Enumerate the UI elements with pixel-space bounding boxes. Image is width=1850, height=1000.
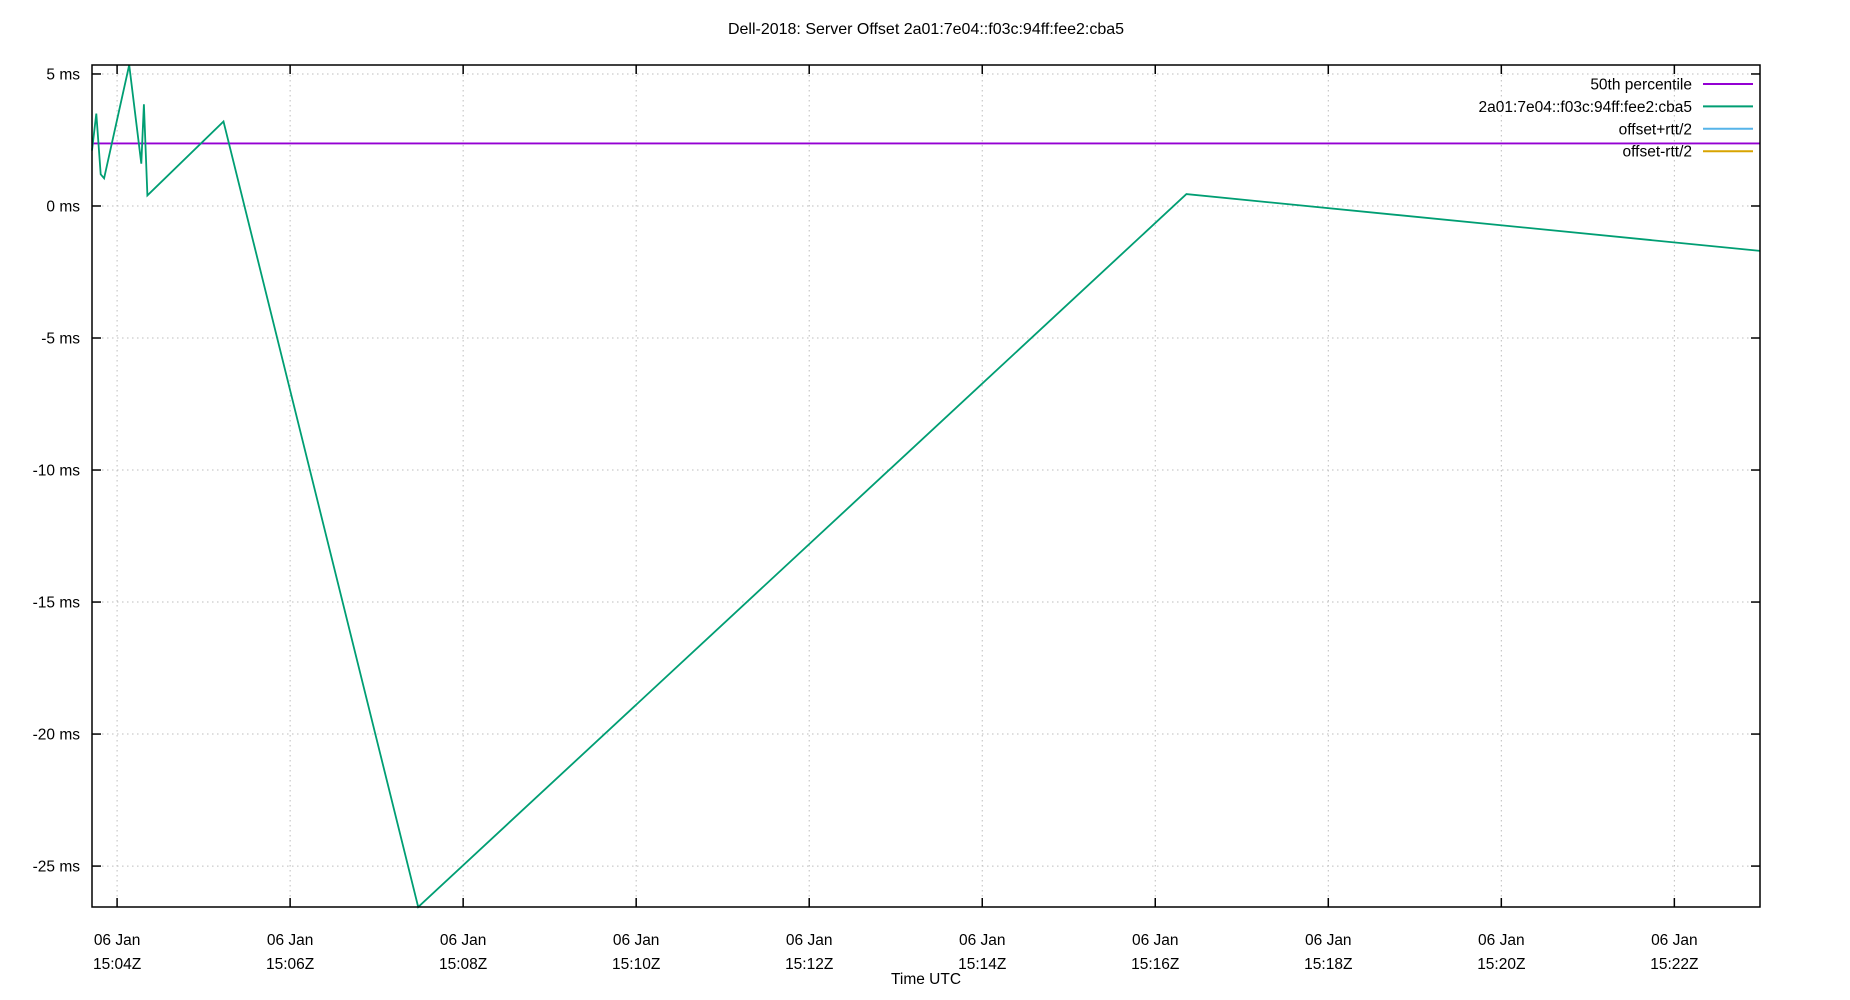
y-tick-label: -25 ms [33, 859, 81, 876]
x-tick-label-time: 15:20Z [1477, 956, 1525, 973]
x-tick-label-date: 06 Jan [959, 932, 1006, 949]
x-tick-label-date: 06 Jan [267, 932, 314, 949]
x-tick-label-time: 15:08Z [439, 956, 487, 973]
x-tick-label-date: 06 Jan [613, 932, 660, 949]
x-tick-label-time: 15:18Z [1304, 956, 1352, 973]
plot-border [91, 64, 1761, 908]
series-lines [91, 64, 1761, 909]
x-tick-label-time: 15:22Z [1650, 956, 1698, 973]
legend: 50th percentile2a01:7e04::f03c:94ff:fee2… [1479, 77, 1753, 161]
legend-label: 2a01:7e04::f03c:94ff:fee2:cba5 [1479, 99, 1692, 116]
chart-title: Dell-2018: Server Offset 2a01:7e04::f03c… [728, 21, 1124, 38]
x-tick-label-time: 15:10Z [612, 956, 660, 973]
x-tick-label-date: 06 Jan [440, 932, 487, 949]
x-tick-label-date: 06 Jan [94, 932, 141, 949]
y-tick-label: 0 ms [46, 198, 80, 215]
x-tick-label-time: 15:06Z [266, 956, 314, 973]
y-tick-label: -15 ms [33, 595, 81, 612]
x-tick-label-date: 06 Jan [1651, 932, 1698, 949]
x-tick-label-time: 15:12Z [785, 956, 833, 973]
y-tick-label: -5 ms [41, 331, 80, 348]
y-tick-label: 5 ms [46, 66, 80, 83]
y-tick-label: -10 ms [33, 463, 81, 480]
y-tick-label: -20 ms [33, 727, 81, 744]
x-axis-label: Time UTC [891, 971, 961, 988]
x-tick-label-time: 15:16Z [1131, 956, 1179, 973]
x-tick-label-time: 15:14Z [958, 956, 1006, 973]
x-tick-label-time: 15:04Z [93, 956, 141, 973]
legend-label: 50th percentile [1590, 77, 1692, 94]
offset-series-line [91, 64, 1761, 909]
x-tick-label-date: 06 Jan [786, 932, 833, 949]
x-tick-label-date: 06 Jan [1305, 932, 1352, 949]
x-tick-label-date: 06 Jan [1478, 932, 1525, 949]
legend-label: offset-rtt/2 [1623, 144, 1693, 161]
gridlines [92, 65, 1760, 907]
tick-labels: 06 Jan 15:04Z 06 Jan 15:06Z 06 Jan 15:08Z 06 J… [33, 66, 1699, 973]
legend-label: offset+rtt/2 [1619, 121, 1692, 138]
x-tick-label-date: 06 Jan [1132, 932, 1179, 949]
axes [91, 64, 1761, 908]
